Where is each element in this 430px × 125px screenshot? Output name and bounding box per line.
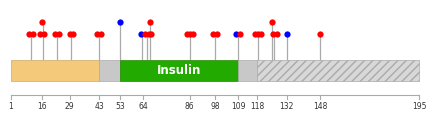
Text: Insulin: Insulin: [157, 64, 201, 77]
Text: 132: 132: [280, 102, 294, 111]
Text: 16: 16: [37, 102, 47, 111]
Text: 43: 43: [94, 102, 104, 111]
Bar: [120, 60, 238, 81]
Text: 1: 1: [8, 102, 13, 111]
Text: 109: 109: [231, 102, 246, 111]
Bar: [257, 60, 419, 81]
Text: 195: 195: [412, 102, 427, 111]
Text: 64: 64: [138, 102, 148, 111]
Text: 98: 98: [210, 102, 220, 111]
Text: 148: 148: [313, 102, 328, 111]
Text: 86: 86: [185, 102, 194, 111]
Bar: [99, 60, 120, 81]
Bar: [11, 60, 99, 81]
Text: 53: 53: [115, 102, 125, 111]
Text: 118: 118: [250, 102, 264, 111]
Text: 29: 29: [65, 102, 74, 111]
Bar: [238, 60, 257, 81]
